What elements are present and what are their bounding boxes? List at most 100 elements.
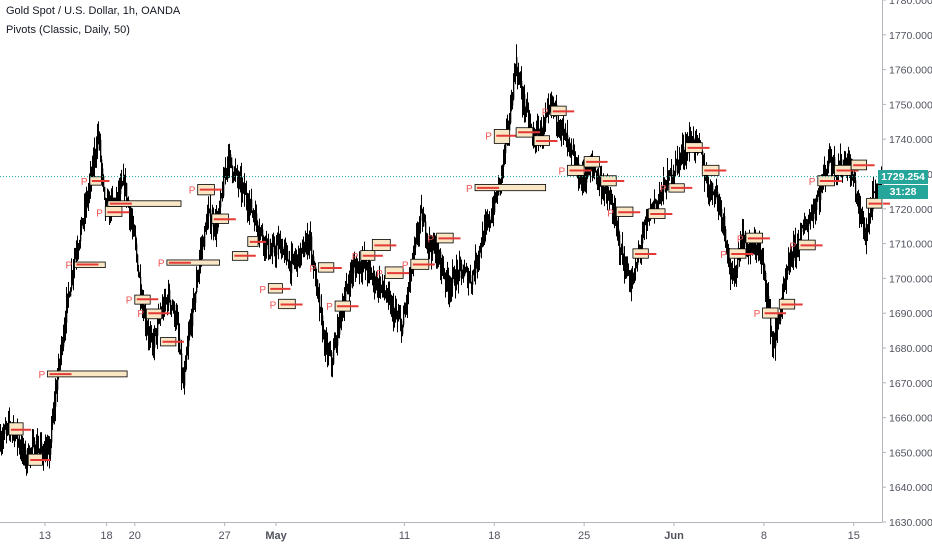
pivot-label: P [158, 259, 165, 270]
candle-body [853, 177, 855, 179]
candle-body [779, 319, 781, 322]
candle-body [318, 289, 320, 296]
candle-body [851, 169, 853, 180]
pivot-label: P [326, 302, 333, 313]
candle-body [5, 428, 7, 430]
candle-body [415, 239, 417, 248]
candle-body [279, 239, 281, 241]
candle-body [420, 208, 422, 221]
candle-body [461, 263, 463, 270]
pivot-label: P [607, 208, 614, 219]
candle-body [509, 123, 511, 131]
candle-body [512, 99, 514, 106]
candle-body [763, 262, 765, 265]
candle-body [145, 311, 147, 325]
candle-body [771, 332, 773, 335]
candle-body [755, 243, 757, 251]
candle-body [360, 262, 362, 268]
pivot-label: P [737, 234, 744, 245]
candle-body [873, 191, 875, 194]
candle-body [719, 203, 721, 207]
candle-body [157, 321, 159, 336]
candle-body [541, 126, 543, 137]
indicator-title[interactable]: Pivots (Classic, Daily, 50) [6, 24, 130, 36]
symbol-title[interactable]: Gold Spot / U.S. Dollar, 1h, OANDA [6, 5, 181, 17]
candle-body [107, 199, 109, 201]
candle-body [857, 194, 859, 196]
candle-body [294, 259, 296, 262]
candle-body [335, 338, 337, 346]
candle-body [468, 278, 470, 285]
candle-body [238, 178, 240, 184]
plot-area[interactable]: P P P P P P P P P P P P P P P P P P P P P P P P P P P [0, 44, 890, 476]
time-axis[interactable]: 13 18 20 27 May 11 18 25 Jun 8 15 [39, 522, 860, 542]
candle-body [40, 442, 42, 447]
candle-body [816, 200, 818, 211]
candle-body [307, 236, 309, 250]
candle-body [605, 185, 607, 190]
candle-body [617, 225, 619, 229]
candle-body [156, 328, 158, 336]
candle-body [220, 195, 222, 208]
candle-body [321, 307, 323, 316]
candle-body [866, 230, 868, 241]
candle-body [437, 247, 439, 253]
candle-body [34, 441, 36, 456]
candle-body [759, 245, 761, 250]
candle-body [716, 190, 718, 192]
candle-body [430, 237, 432, 247]
candle-body [311, 236, 313, 258]
candle-body [790, 256, 792, 262]
candle-body [57, 376, 59, 390]
candle-body [322, 315, 324, 336]
candle-body [524, 94, 526, 110]
candle-body [375, 285, 377, 287]
candle-body [32, 442, 34, 450]
candle-body [332, 363, 334, 365]
candle-body [748, 245, 750, 253]
candle-body [377, 279, 379, 290]
price-axis[interactable]: 1630.000 1640.000 1650.000 1660.000 1670.000… [882, 0, 932, 529]
candle-body [277, 240, 279, 246]
pivot-label: P [126, 295, 133, 306]
candle-body [735, 266, 737, 277]
candle-body [270, 253, 272, 257]
pivot-box[interactable] [474, 184, 547, 192]
pivot-box[interactable] [166, 259, 220, 266]
candle-body [342, 308, 344, 318]
candle-body [603, 187, 605, 194]
candle-body [118, 192, 120, 200]
candle-body [234, 170, 236, 178]
price-tick-label: 1780.000 [889, 0, 932, 7]
candle-body [620, 250, 622, 255]
candle-body [206, 225, 208, 230]
candle-body [3, 434, 5, 440]
candle-body [172, 306, 174, 310]
pivot-box[interactable] [47, 370, 128, 378]
candle-body [553, 103, 555, 105]
candle-body [275, 252, 277, 256]
pivot-box[interactable] [107, 200, 182, 207]
candle-body [723, 215, 725, 221]
candle-body [587, 167, 589, 178]
candle-body [162, 306, 164, 315]
candle-body [830, 149, 832, 161]
candle-body [51, 424, 53, 443]
candle-body [58, 361, 60, 377]
candle-body [334, 345, 336, 350]
candle-body [596, 177, 598, 180]
candle-body [383, 281, 385, 291]
candle-body [168, 289, 170, 306]
candle-body [758, 245, 760, 249]
candle-body [726, 241, 728, 249]
candle-body [516, 57, 518, 71]
candle-body [678, 160, 680, 168]
candle-body [353, 265, 355, 274]
candle-body [862, 221, 864, 224]
candle-body [249, 203, 251, 211]
candle-body [764, 264, 766, 273]
candle-body [356, 267, 358, 273]
candle-body [741, 244, 743, 246]
candle-body [859, 198, 861, 214]
